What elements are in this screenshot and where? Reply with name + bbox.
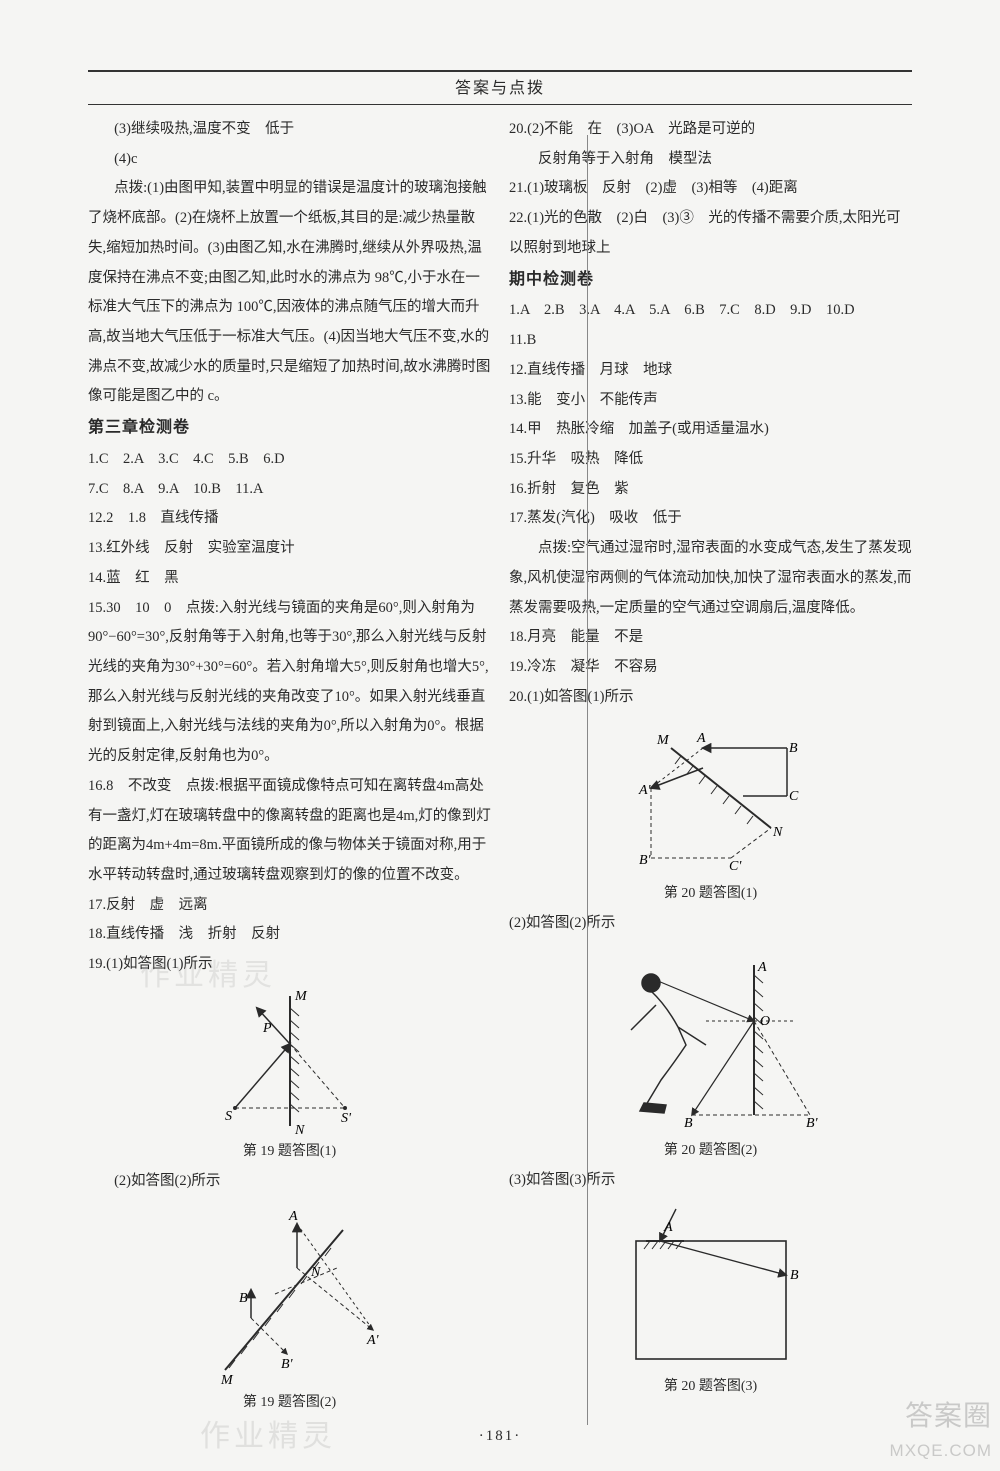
figure-20-3: A B: [509, 1201, 912, 1371]
answer-line: 19.冷冻 凝华 不容易: [509, 653, 912, 683]
answer-line: 1.A 2.B 3.A 4.A 5.A 6.B 7.C 8.D 9.D 10.D: [509, 296, 912, 326]
right-column: 20.(2)不能 在 (3)OA 光路是可逆的 反射角等于入射角 模型法 21.…: [509, 115, 912, 1418]
svg-text:B': B': [281, 1357, 294, 1372]
answer-line: (3)如答图(3)所示: [509, 1166, 912, 1196]
left-column: (3)继续吸热,温度不变 低于 (4)c 点拨:(1)由图甲知,装置中明显的错误…: [88, 115, 491, 1418]
text-line: (4)c: [88, 145, 491, 175]
svg-text:P: P: [262, 1021, 272, 1036]
answer-explanation: 点拨:空气通过湿帘时,湿帘表面的水变成气态,发生了蒸发现象,风机使湿帘两侧的气体…: [509, 534, 912, 623]
answer-line: (2)如答图(2)所示: [509, 909, 912, 939]
answer-line: 20.(2)不能 在 (3)OA 光路是可逆的: [509, 115, 912, 145]
answer-line: 13.红外线 反射 实验室温度计: [88, 534, 491, 564]
svg-text:B: B: [239, 1291, 248, 1306]
svg-text:B: B: [684, 1116, 693, 1131]
svg-text:A: A: [696, 731, 706, 746]
answer-line: 7.C 8.A 9.A 10.B 11.A: [88, 475, 491, 505]
svg-text:A': A': [638, 783, 652, 798]
explanation: 点拨:(1)由图甲知,装置中明显的错误是温度计的玻璃泡接触了烧杯底部。(2)在烧…: [88, 174, 491, 412]
svg-text:B': B': [639, 853, 652, 868]
figure-caption: 第 20 题答图(1): [509, 880, 912, 909]
header-rule-top: [88, 70, 912, 72]
svg-text:N: N: [310, 1265, 321, 1280]
svg-text:B: B: [790, 1268, 799, 1283]
watermark-faint-1: 作业精灵: [140, 950, 276, 994]
svg-text:S': S': [341, 1111, 352, 1126]
answer-line: 21.(1)玻璃板 反射 (2)虚 (3)相等 (4)距离: [509, 174, 912, 204]
fig20-1-svg: M N B A A' C B' C': [611, 718, 811, 878]
svg-text:N: N: [772, 825, 783, 840]
figure-caption: 第 19 题答图(1): [88, 1138, 491, 1167]
figure-20-1: M N B A A' C B' C': [509, 718, 912, 878]
watermark-line2: MXQE.COM: [890, 1441, 992, 1460]
answer-line: (2)如答图(2)所示: [88, 1167, 491, 1197]
svg-text:C': C': [729, 859, 742, 874]
answer-line: 13.能 变小 不能传声: [509, 386, 912, 416]
answer-line: 12.直线传播 月球 地球: [509, 356, 912, 386]
svg-text:N: N: [294, 1123, 305, 1136]
watermark-corner: 答案圈 MXQE.COM: [890, 1401, 992, 1463]
svg-text:A': A': [366, 1333, 380, 1348]
figure-caption: 第 20 题答图(3): [509, 1373, 912, 1402]
answer-line: 16.折射 复色 紫: [509, 475, 912, 505]
figure-caption: 第 20 题答图(2): [509, 1137, 912, 1166]
figure-20-2: A O B B': [509, 945, 912, 1135]
svg-text:A: A: [663, 1220, 673, 1235]
watermark-line1: 答案圈: [905, 1400, 992, 1431]
svg-text:M: M: [220, 1373, 234, 1387]
answer-line: 20.(1)如答图(1)所示: [509, 683, 912, 713]
section-title-ch3: 第三章检测卷: [88, 412, 491, 445]
answer-line: 12.2 1.8 直线传播: [88, 504, 491, 534]
svg-text:M: M: [656, 733, 670, 748]
page: 答案与点拨 (3)继续吸热,温度不变 低于 (4)c 点拨:(1)由图甲知,装置…: [88, 70, 912, 1445]
section-title-midterm: 期中检测卷: [509, 264, 912, 297]
answer-line: 14.甲 热胀冷缩 加盖子(或用适量温水): [509, 415, 912, 445]
svg-text:B: B: [789, 741, 798, 756]
answer-line: 17.蒸发(汽化) 吸收 低于: [509, 504, 912, 534]
svg-text:B': B': [806, 1116, 819, 1131]
answer-line: 15.升华 吸热 降低: [509, 445, 912, 475]
answer-line: 18.直线传播 浅 折射 反射: [88, 920, 491, 950]
svg-text:M: M: [294, 989, 308, 1004]
header-title: 答案与点拨: [88, 74, 912, 98]
text-line: (3)继续吸热,温度不变 低于: [88, 115, 491, 145]
svg-text:A: A: [288, 1209, 298, 1224]
columns: (3)继续吸热,温度不变 低于 (4)c 点拨:(1)由图甲知,装置中明显的错误…: [88, 115, 912, 1418]
svg-text:S: S: [225, 1109, 232, 1124]
fig19-2-svg: M A: [185, 1202, 395, 1387]
figure-19-1: M N: [88, 986, 491, 1136]
answer-line: 18.月亮 能量 不是: [509, 623, 912, 653]
answer-explanation: 16.8 不改变 点拨:根据平面镜成像特点可知在离转盘4m高处有一盏灯,灯在玻璃…: [88, 772, 491, 891]
watermark-faint-2: 作业精灵: [200, 1411, 336, 1455]
header-rule-bottom: [88, 104, 912, 105]
figure-19-2: M A: [88, 1202, 491, 1387]
fig20-3-svg: A B: [616, 1201, 806, 1371]
answer-explanation: 15.30 10 0 点拨:入射光线与镜面的夹角是60°,则入射角为90°−60…: [88, 594, 491, 772]
column-divider: [587, 135, 588, 1425]
answer-line: 1.C 2.A 3.C 4.C 5.B 6.D: [88, 445, 491, 475]
answer-line: 14.蓝 红 黑: [88, 564, 491, 594]
answer-line: 反射角等于入射角 模型法: [509, 145, 912, 175]
answer-line: 11.B: [509, 326, 912, 356]
svg-text:C: C: [789, 789, 799, 804]
svg-text:A: A: [757, 960, 767, 975]
answer-line: 17.反射 虚 远离: [88, 891, 491, 921]
answer-line: 22.(1)光的色散 (2)白 (3)③ 光的传播不需要介质,太阳光可以照射到地…: [509, 204, 912, 263]
fig20-2-svg: A O B B': [596, 945, 826, 1135]
fig19-1-svg: M N: [205, 986, 375, 1136]
